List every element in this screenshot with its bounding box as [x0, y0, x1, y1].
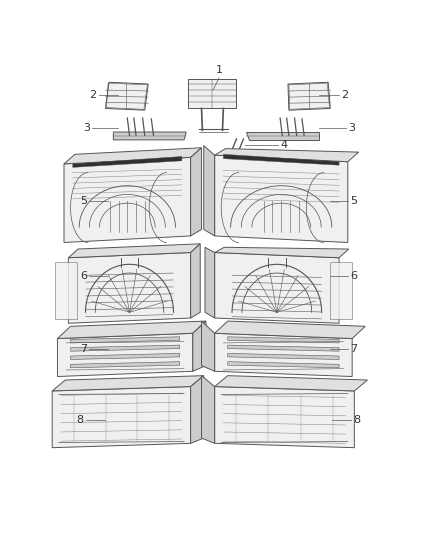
Text: 2: 2 — [90, 90, 97, 100]
Polygon shape — [106, 82, 148, 110]
Polygon shape — [228, 353, 339, 359]
Polygon shape — [55, 262, 77, 319]
Polygon shape — [71, 362, 180, 368]
Polygon shape — [73, 157, 182, 167]
Polygon shape — [215, 321, 365, 338]
Text: 5: 5 — [80, 196, 87, 206]
Text: 6: 6 — [350, 271, 357, 281]
Polygon shape — [330, 262, 352, 319]
Polygon shape — [228, 337, 339, 343]
Polygon shape — [228, 362, 339, 368]
Polygon shape — [52, 386, 191, 448]
Polygon shape — [68, 244, 200, 258]
Polygon shape — [288, 82, 330, 110]
Text: 1: 1 — [215, 65, 223, 75]
Polygon shape — [71, 353, 180, 359]
Polygon shape — [113, 132, 186, 140]
Text: 6: 6 — [80, 271, 87, 281]
Text: 2: 2 — [341, 90, 348, 100]
Polygon shape — [201, 321, 215, 372]
Text: 5: 5 — [350, 196, 357, 206]
Polygon shape — [64, 148, 201, 164]
Polygon shape — [215, 376, 367, 391]
Text: 8: 8 — [353, 415, 360, 425]
Polygon shape — [246, 132, 319, 140]
Text: 4: 4 — [280, 140, 287, 150]
Text: 7: 7 — [80, 344, 87, 354]
Polygon shape — [204, 146, 215, 236]
Polygon shape — [215, 155, 348, 243]
Polygon shape — [205, 247, 215, 318]
Polygon shape — [215, 386, 354, 448]
Polygon shape — [71, 337, 180, 343]
Polygon shape — [215, 149, 359, 161]
Polygon shape — [188, 79, 236, 108]
Polygon shape — [191, 376, 204, 443]
Polygon shape — [215, 247, 349, 258]
Polygon shape — [228, 345, 339, 351]
Polygon shape — [71, 345, 180, 351]
Polygon shape — [64, 157, 191, 243]
Polygon shape — [215, 333, 352, 376]
Polygon shape — [68, 253, 191, 323]
Text: 7: 7 — [350, 344, 357, 354]
Polygon shape — [201, 376, 215, 443]
Polygon shape — [191, 148, 201, 236]
Polygon shape — [57, 321, 206, 338]
Polygon shape — [215, 253, 339, 323]
Polygon shape — [223, 154, 339, 165]
Polygon shape — [57, 333, 193, 376]
Text: 3: 3 — [348, 123, 355, 133]
Polygon shape — [193, 321, 206, 372]
Polygon shape — [52, 376, 204, 391]
Text: 8: 8 — [77, 415, 84, 425]
Text: 3: 3 — [83, 123, 90, 133]
Polygon shape — [191, 244, 200, 318]
